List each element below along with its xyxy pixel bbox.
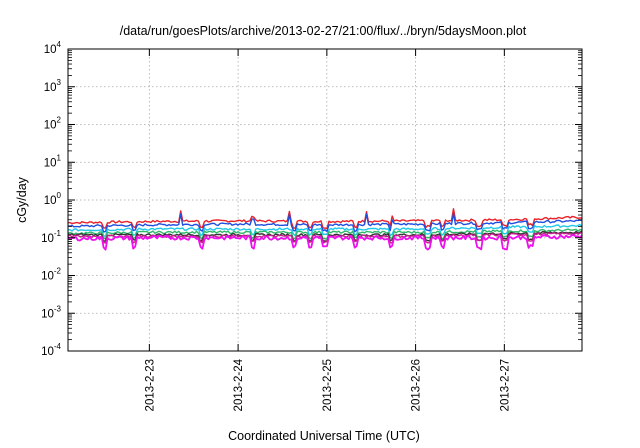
- y-axis-label: cGy/day: [15, 176, 29, 223]
- y-tick-label: 10-1: [41, 229, 61, 245]
- series-line: [67, 213, 583, 233]
- y-tick-label: 100: [44, 191, 62, 207]
- y-tick-label: 10-4: [41, 342, 61, 358]
- x-tick-label: 2013-2-25: [322, 359, 334, 411]
- y-tick-label: 10-3: [41, 304, 61, 320]
- axis-ticks: 10-4 10-3 10-2 10-1 100 101 102 103 104 2013-2-23…: [41, 40, 582, 411]
- y-tick-label: 101: [44, 153, 62, 169]
- series-line: [67, 223, 583, 238]
- y-tick-label: 102: [44, 116, 62, 132]
- grid-lines: [68, 49, 582, 351]
- series-line: [67, 234, 583, 251]
- x-tick-label: 2013-2-26: [411, 359, 423, 411]
- x-tick-label: 2013-2-24: [233, 358, 245, 411]
- x-tick-label: 2013-2-23: [144, 359, 156, 411]
- series-lines: [67, 208, 583, 251]
- series-line: [67, 228, 583, 240]
- chart-title: /data/run/goesPlots/archive/2013-02-27/2…: [120, 24, 527, 38]
- y-tick-label: 103: [44, 78, 62, 94]
- series-line: [67, 208, 583, 230]
- x-axis-label: Coordinated Universal Time (UTC): [228, 429, 420, 443]
- x-tick-label: 2013-2-27: [499, 359, 511, 411]
- y-tick-label: 104: [44, 40, 62, 56]
- y-tick-label: 10-2: [41, 267, 61, 283]
